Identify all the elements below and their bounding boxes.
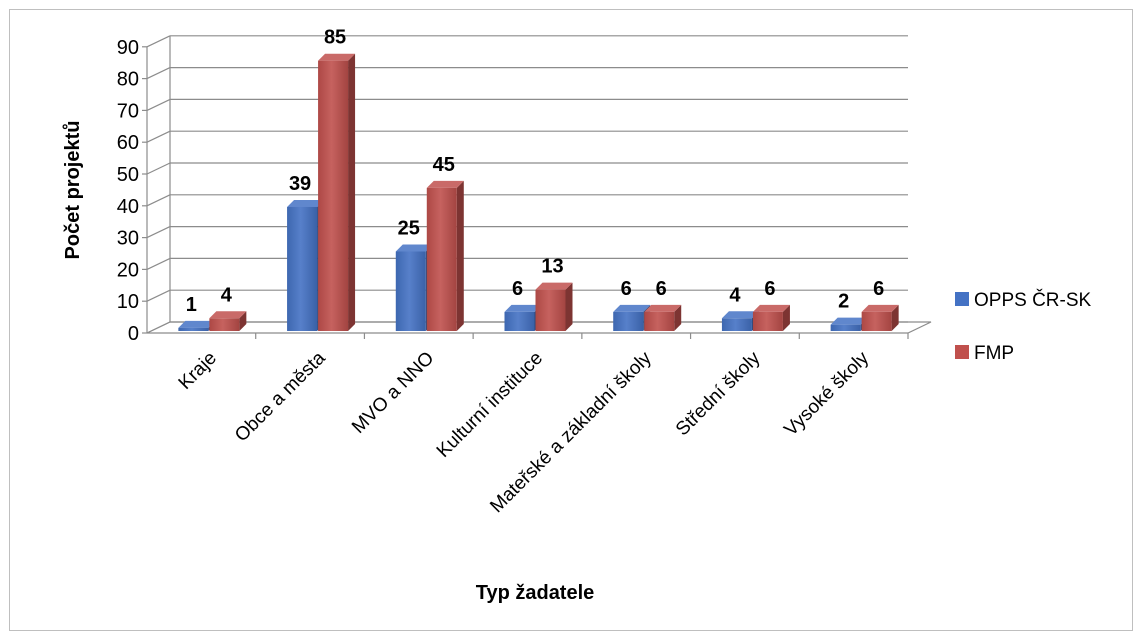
data-label: 4 — [729, 284, 741, 306]
gridline-side — [146, 67, 171, 80]
gridline-side — [146, 289, 171, 302]
x-category-label: MVO a NNO — [348, 348, 438, 438]
gridline-side — [146, 35, 171, 48]
bar-fmp — [752, 304, 790, 331]
gridline-side — [146, 194, 171, 207]
y-tick-label: 80 — [117, 69, 139, 91]
data-label: 1 — [186, 294, 197, 316]
y-tick-label: 60 — [117, 132, 139, 154]
gridline-side — [146, 226, 171, 239]
y-tick-label: 40 — [117, 196, 139, 218]
y-axis-title: Počet projektů — [62, 121, 84, 260]
data-label: 6 — [512, 278, 523, 300]
data-label: 2 — [838, 291, 849, 313]
data-label: 13 — [541, 256, 563, 278]
bars — [178, 53, 899, 331]
data-labels: 1 4 39 85 25 45 6 13 6 6 4 6 2 6 — [186, 27, 884, 316]
gridline-side — [146, 162, 171, 175]
gridline-side — [146, 257, 171, 270]
y-tick-label: 90 — [117, 37, 139, 59]
legend-label: FMP — [974, 343, 1014, 364]
x-category-label: Vysoké školy — [780, 347, 873, 440]
y-tick-label: 0 — [128, 323, 139, 345]
gridline-side — [146, 130, 171, 143]
legend: OPPS ČR-SK FMP — [955, 289, 1092, 364]
y-tick-label: 10 — [117, 291, 139, 313]
data-label: 45 — [433, 154, 455, 176]
y-tick-label: 20 — [117, 259, 139, 281]
legend-item: FMP — [955, 343, 1014, 364]
bar-fmp — [318, 53, 356, 331]
bar-fmp — [861, 304, 899, 331]
data-label: 6 — [873, 278, 884, 300]
data-label: 85 — [324, 27, 346, 49]
y-tick-label: 70 — [117, 100, 139, 122]
x-category-label: Kraje — [175, 348, 221, 394]
bar-fmp — [209, 311, 247, 331]
legend-label: OPPS ČR-SK — [974, 289, 1092, 311]
legend-swatch — [955, 292, 969, 306]
data-label: 6 — [656, 278, 667, 300]
x-category-label: Obce a města — [231, 347, 330, 446]
data-label: 39 — [289, 173, 311, 195]
data-label: 6 — [621, 278, 632, 300]
bar-fmp — [644, 304, 682, 331]
bar-fmp — [535, 282, 573, 331]
legend-item: OPPS ČR-SK — [955, 289, 1092, 311]
x-category-label: Střední školy — [672, 347, 765, 440]
floor — [146, 321, 932, 334]
bar-fmp — [426, 180, 464, 331]
data-label: 25 — [398, 218, 420, 240]
x-category-label: Kulturní instituce — [433, 348, 547, 462]
legend-swatch — [955, 345, 969, 359]
y-tick-label: 50 — [117, 164, 139, 186]
x-axis-title: Typ žadatele — [476, 582, 595, 604]
y-axis-ticks: 0 10 20 30 40 50 60 70 80 90 — [117, 37, 147, 345]
y-tick-label: 30 — [117, 228, 139, 250]
gridline-side — [146, 98, 171, 111]
data-label: 4 — [221, 284, 233, 306]
data-label: 6 — [764, 278, 775, 300]
